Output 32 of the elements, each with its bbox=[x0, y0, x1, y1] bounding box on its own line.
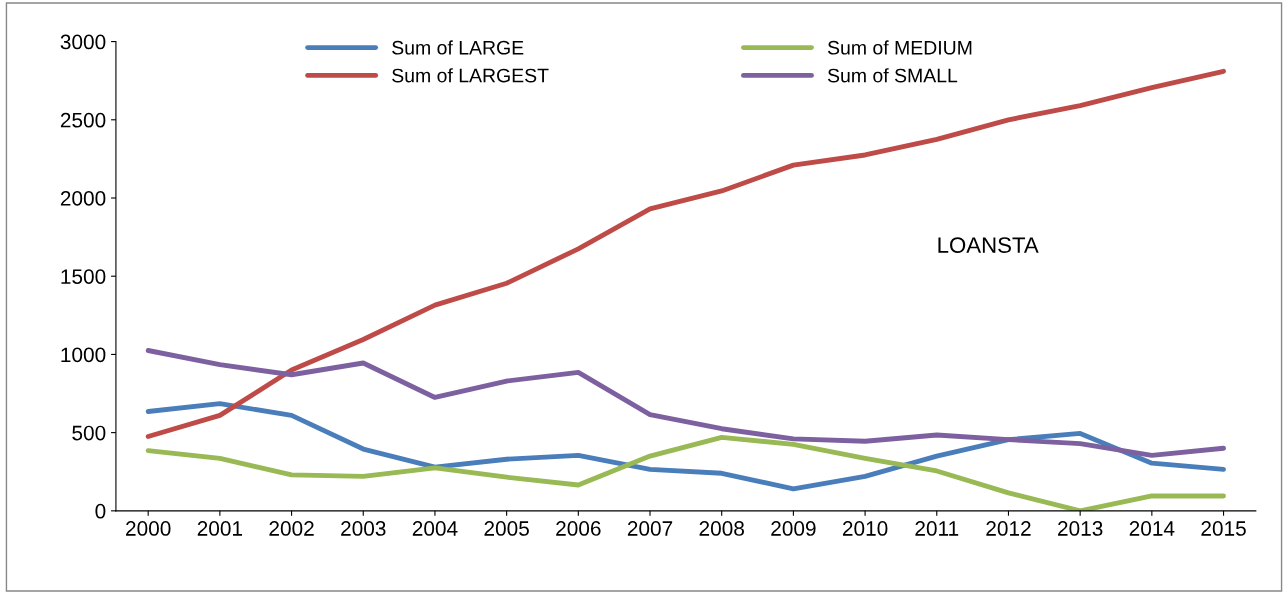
line-series bbox=[145, 348, 1226, 458]
y-tick-label: 2000 bbox=[60, 191, 106, 206]
y-tick-label: 0 bbox=[95, 503, 106, 519]
y-tick-label: 1000 bbox=[61, 347, 106, 363]
line-series bbox=[145, 434, 1226, 511]
legend-label: Sum of SMALL bbox=[827, 68, 958, 83]
x-tick-label: 2003 bbox=[341, 521, 386, 536]
x-tick-label: 2005 bbox=[484, 521, 529, 536]
legend-label: Sum of MEDIUM bbox=[827, 40, 972, 55]
x-tick-label: 2001 bbox=[197, 521, 243, 536]
x-tick-label: 2010 bbox=[842, 521, 888, 536]
x-tick-label: 2000 bbox=[126, 521, 171, 536]
y-tick-label: 3000 bbox=[60, 34, 106, 50]
line-series bbox=[145, 401, 1226, 492]
x-tick-label: 2013 bbox=[1058, 521, 1103, 536]
x-tick-label: 2006 bbox=[556, 521, 601, 536]
legend-label: Sum of LARGEST bbox=[392, 68, 549, 83]
legend-label: Sum of LARGE bbox=[392, 40, 524, 55]
y-tick-label: 2500 bbox=[60, 112, 106, 128]
x-tick-label: 2009 bbox=[771, 521, 816, 536]
x-tick-label: 2008 bbox=[699, 521, 744, 536]
x-tick-label: 2004 bbox=[412, 521, 458, 536]
x-tick-label: 2012 bbox=[986, 521, 1031, 536]
y-tick-label: 500 bbox=[72, 425, 106, 441]
line-series bbox=[145, 68, 1226, 439]
x-tick-label: 2007 bbox=[627, 521, 673, 536]
annotation: LOANSTA bbox=[938, 237, 1039, 253]
x-tick-label: 2014 bbox=[1129, 521, 1175, 536]
x-tick-label: 2002 bbox=[269, 521, 314, 536]
x-tick-label: 2015 bbox=[1201, 521, 1246, 536]
y-tick-label: 1500 bbox=[61, 269, 106, 284]
x-tick-label: 2011 bbox=[915, 521, 959, 536]
